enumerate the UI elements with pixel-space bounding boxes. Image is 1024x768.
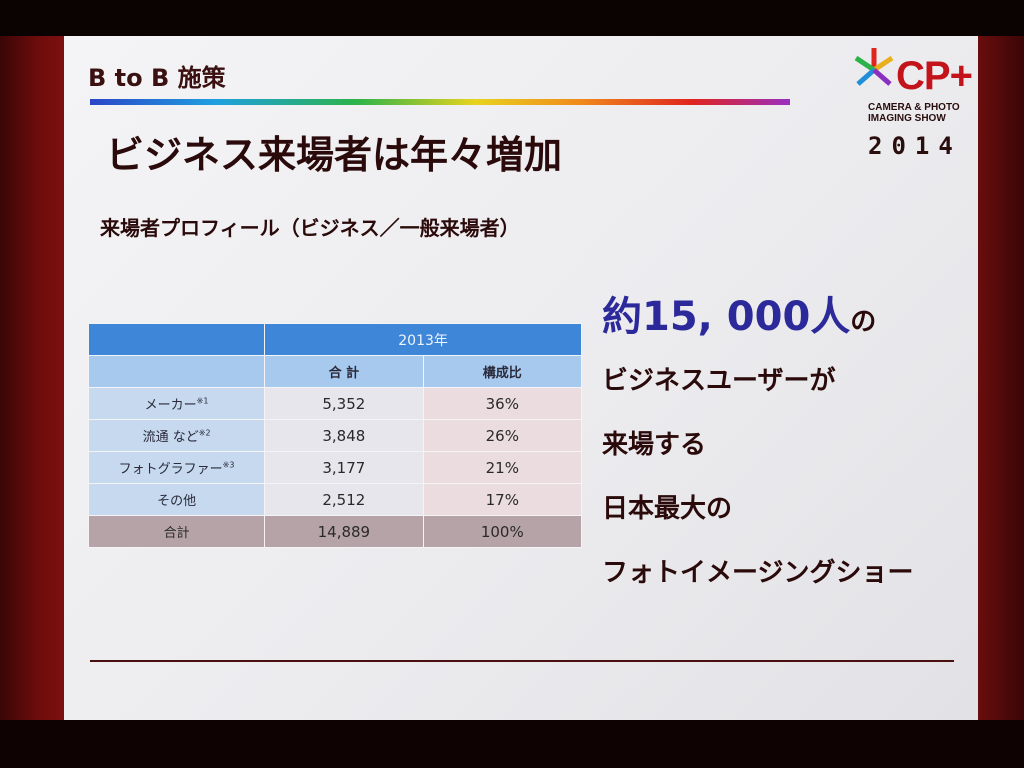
callout-line-4: 日本最大の: [602, 494, 733, 524]
table-corner-cell: [87, 323, 266, 356]
room-wall-left: [0, 36, 64, 720]
row-label-cell: その他: [87, 483, 266, 516]
row-share: 17%: [422, 483, 583, 516]
row-total: 3,848: [264, 419, 424, 452]
slide-title: ビジネス来場者は年々増加: [106, 133, 563, 177]
row-share: 36%: [422, 387, 583, 420]
callout-prefix: 約: [602, 294, 642, 340]
room-ceiling: [0, 0, 1024, 36]
total-label: 合計: [87, 515, 266, 548]
slide-subtitle: 来場者プロフィール（ビジネス／一般来場者）: [100, 216, 520, 240]
cp-plus-logo: CP+ CAMERA & PHOTO IMAGING SHOW 2014: [844, 40, 974, 160]
projected-slide: B to B 施策 CP+ CAMERA & PHOTO IMAGING SHO…: [64, 36, 978, 720]
table-row: その他 2,512 17%: [87, 483, 583, 516]
table-year-header: 2013年: [264, 323, 582, 356]
logo-brand: CP+: [896, 54, 973, 98]
callout-headline: 約15, 000人の: [602, 284, 876, 342]
table-row: メーカー※1 5,352 36%: [87, 387, 583, 420]
row-label: 流通 など: [142, 430, 199, 445]
table-header-blank: [87, 355, 266, 388]
row-label: その他: [157, 494, 197, 509]
visitor-profile-table: 2013年 合 計 構成比 メーカー※1 5,352 36% 流通 など※2 3…: [87, 323, 583, 548]
row-total: 3,177: [264, 451, 424, 484]
row-share: 26%: [422, 419, 583, 452]
row-note: ※1: [196, 396, 209, 406]
section-label: B to B 施策: [88, 64, 226, 92]
table-total-row: 合計 14,889 100%: [87, 515, 583, 548]
logo-year: 2014: [868, 132, 962, 160]
bottom-divider: [90, 660, 954, 662]
callout-line-2: ビジネスユーザーが: [602, 366, 836, 396]
table-row: 流通 など※2 3,848 26%: [87, 419, 583, 452]
rainbow-divider: [90, 99, 790, 105]
row-total: 2,512: [264, 483, 424, 516]
row-note: ※3: [222, 460, 235, 470]
callout-suffix: の: [850, 307, 877, 337]
callout-line-3: 来場する: [602, 430, 707, 460]
logo-subline: CAMERA & PHOTO IMAGING SHOW: [868, 102, 960, 124]
row-total: 5,352: [264, 387, 424, 420]
callout-line-5: フォトイメージングショー: [602, 558, 914, 588]
starburst-icon: [854, 48, 894, 86]
total-value: 14,889: [264, 515, 424, 548]
row-label: フォトグラファー: [118, 462, 223, 477]
row-label-cell: フォトグラファー※3: [87, 451, 266, 484]
room-wall-right: [978, 36, 1024, 720]
total-share: 100%: [422, 515, 583, 548]
callout-number: 15, 000人: [642, 294, 851, 340]
row-label-cell: 流通 など※2: [87, 419, 266, 452]
table-year-row: 2013年: [87, 323, 582, 356]
table-header-share: 構成比: [422, 355, 583, 388]
row-note: ※2: [198, 428, 211, 438]
row-label: メーカー: [144, 398, 197, 413]
table-header-row: 合 計 構成比: [87, 355, 583, 388]
table-header-total: 合 計: [264, 355, 424, 388]
row-share: 21%: [422, 451, 583, 484]
row-label-cell: メーカー※1: [87, 387, 266, 420]
table-row: フォトグラファー※3 3,177 21%: [87, 451, 583, 484]
room-floor: [0, 720, 1024, 768]
